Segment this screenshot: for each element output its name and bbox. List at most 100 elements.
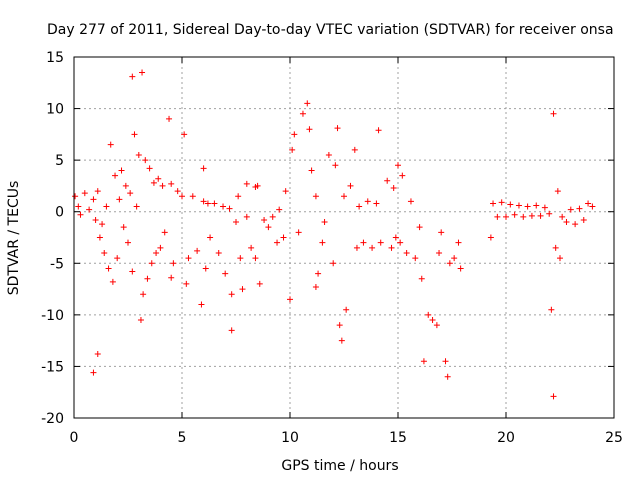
data-point [446,260,453,267]
data-point [256,280,263,287]
data-point [537,212,544,219]
data-point [552,244,559,251]
data-point [129,73,136,80]
y-tick-label: 5 [55,153,64,169]
x-tick-label: 5 [178,430,187,446]
data-point [451,255,458,262]
x-tick-label: 15 [389,430,407,446]
data-point [403,249,410,256]
data-point [397,239,404,246]
data-point [243,213,250,220]
x-tick-label: 0 [70,430,79,446]
data-point [332,162,339,169]
data-point [585,200,592,207]
data-point [243,180,250,187]
data-point [140,291,147,298]
data-point [416,224,423,231]
data-point [228,327,235,334]
data-point [118,167,125,174]
data-point [334,125,341,132]
data-point [261,216,268,223]
data-point [572,221,579,228]
data-point [377,239,384,246]
data-series [72,69,596,400]
data-point [153,249,160,256]
data-point [155,175,162,182]
data-point [457,265,464,272]
data-point [280,234,287,241]
data-point [77,211,84,218]
data-point [125,239,131,246]
x-tick-label: 10 [281,430,299,446]
data-point [204,200,211,207]
data-point [315,270,322,277]
data-point [589,203,596,210]
data-point [189,193,196,200]
data-point [127,190,134,197]
data-point [220,203,227,210]
axis-ticks: 0 5 10 15 20 25 -20 -15 -10 -5 0 5 10 15 [41,50,623,446]
data-point [114,255,121,262]
grid [74,57,614,418]
data-point [72,193,79,200]
data-point [425,311,432,318]
data-point [269,213,276,220]
data-point [276,206,283,213]
data-point [282,188,289,195]
data-point [235,193,242,200]
data-point [92,216,99,223]
data-point [157,244,164,251]
data-point [99,221,106,228]
data-point [148,260,155,267]
data-point [159,182,166,189]
data-point [170,260,177,267]
data-point [312,284,319,291]
data-point [308,167,315,174]
data-point [94,351,101,358]
data-point [511,211,518,218]
data-point [90,369,97,376]
data-point [252,183,259,190]
data-point [129,268,136,275]
data-point [312,193,319,200]
data-point [384,177,391,184]
y-tick-label: 0 [55,205,64,221]
data-point [550,110,557,117]
data-point [390,184,397,191]
data-point [548,306,555,313]
data-point [375,127,382,134]
data-point [533,202,540,209]
data-point [524,203,531,210]
data-point [420,358,427,365]
y-tick-label: -5 [50,256,64,272]
data-point [554,188,561,195]
data-point [559,213,566,220]
data-point [226,205,233,212]
data-point [139,69,146,76]
data-point [75,203,82,210]
data-point [356,203,363,210]
y-tick-label: -15 [41,359,64,375]
data-point [373,200,380,207]
data-point [487,234,494,241]
data-point [444,373,451,380]
data-point [338,337,345,344]
data-point [360,239,367,246]
data-point [200,165,207,172]
data-point [137,317,144,324]
data-point [580,216,587,223]
data-point [122,182,129,189]
data-point [116,196,123,203]
data-point [120,224,127,231]
data-point [429,317,436,324]
data-point [418,275,425,282]
data-point [438,229,445,236]
data-point [174,188,181,195]
data-point [112,172,119,179]
data-point [146,165,153,172]
y-tick-label: 15 [46,50,64,66]
y-tick-label: -20 [41,411,64,427]
data-point [353,244,360,251]
data-point [166,115,173,122]
data-point [109,278,116,285]
